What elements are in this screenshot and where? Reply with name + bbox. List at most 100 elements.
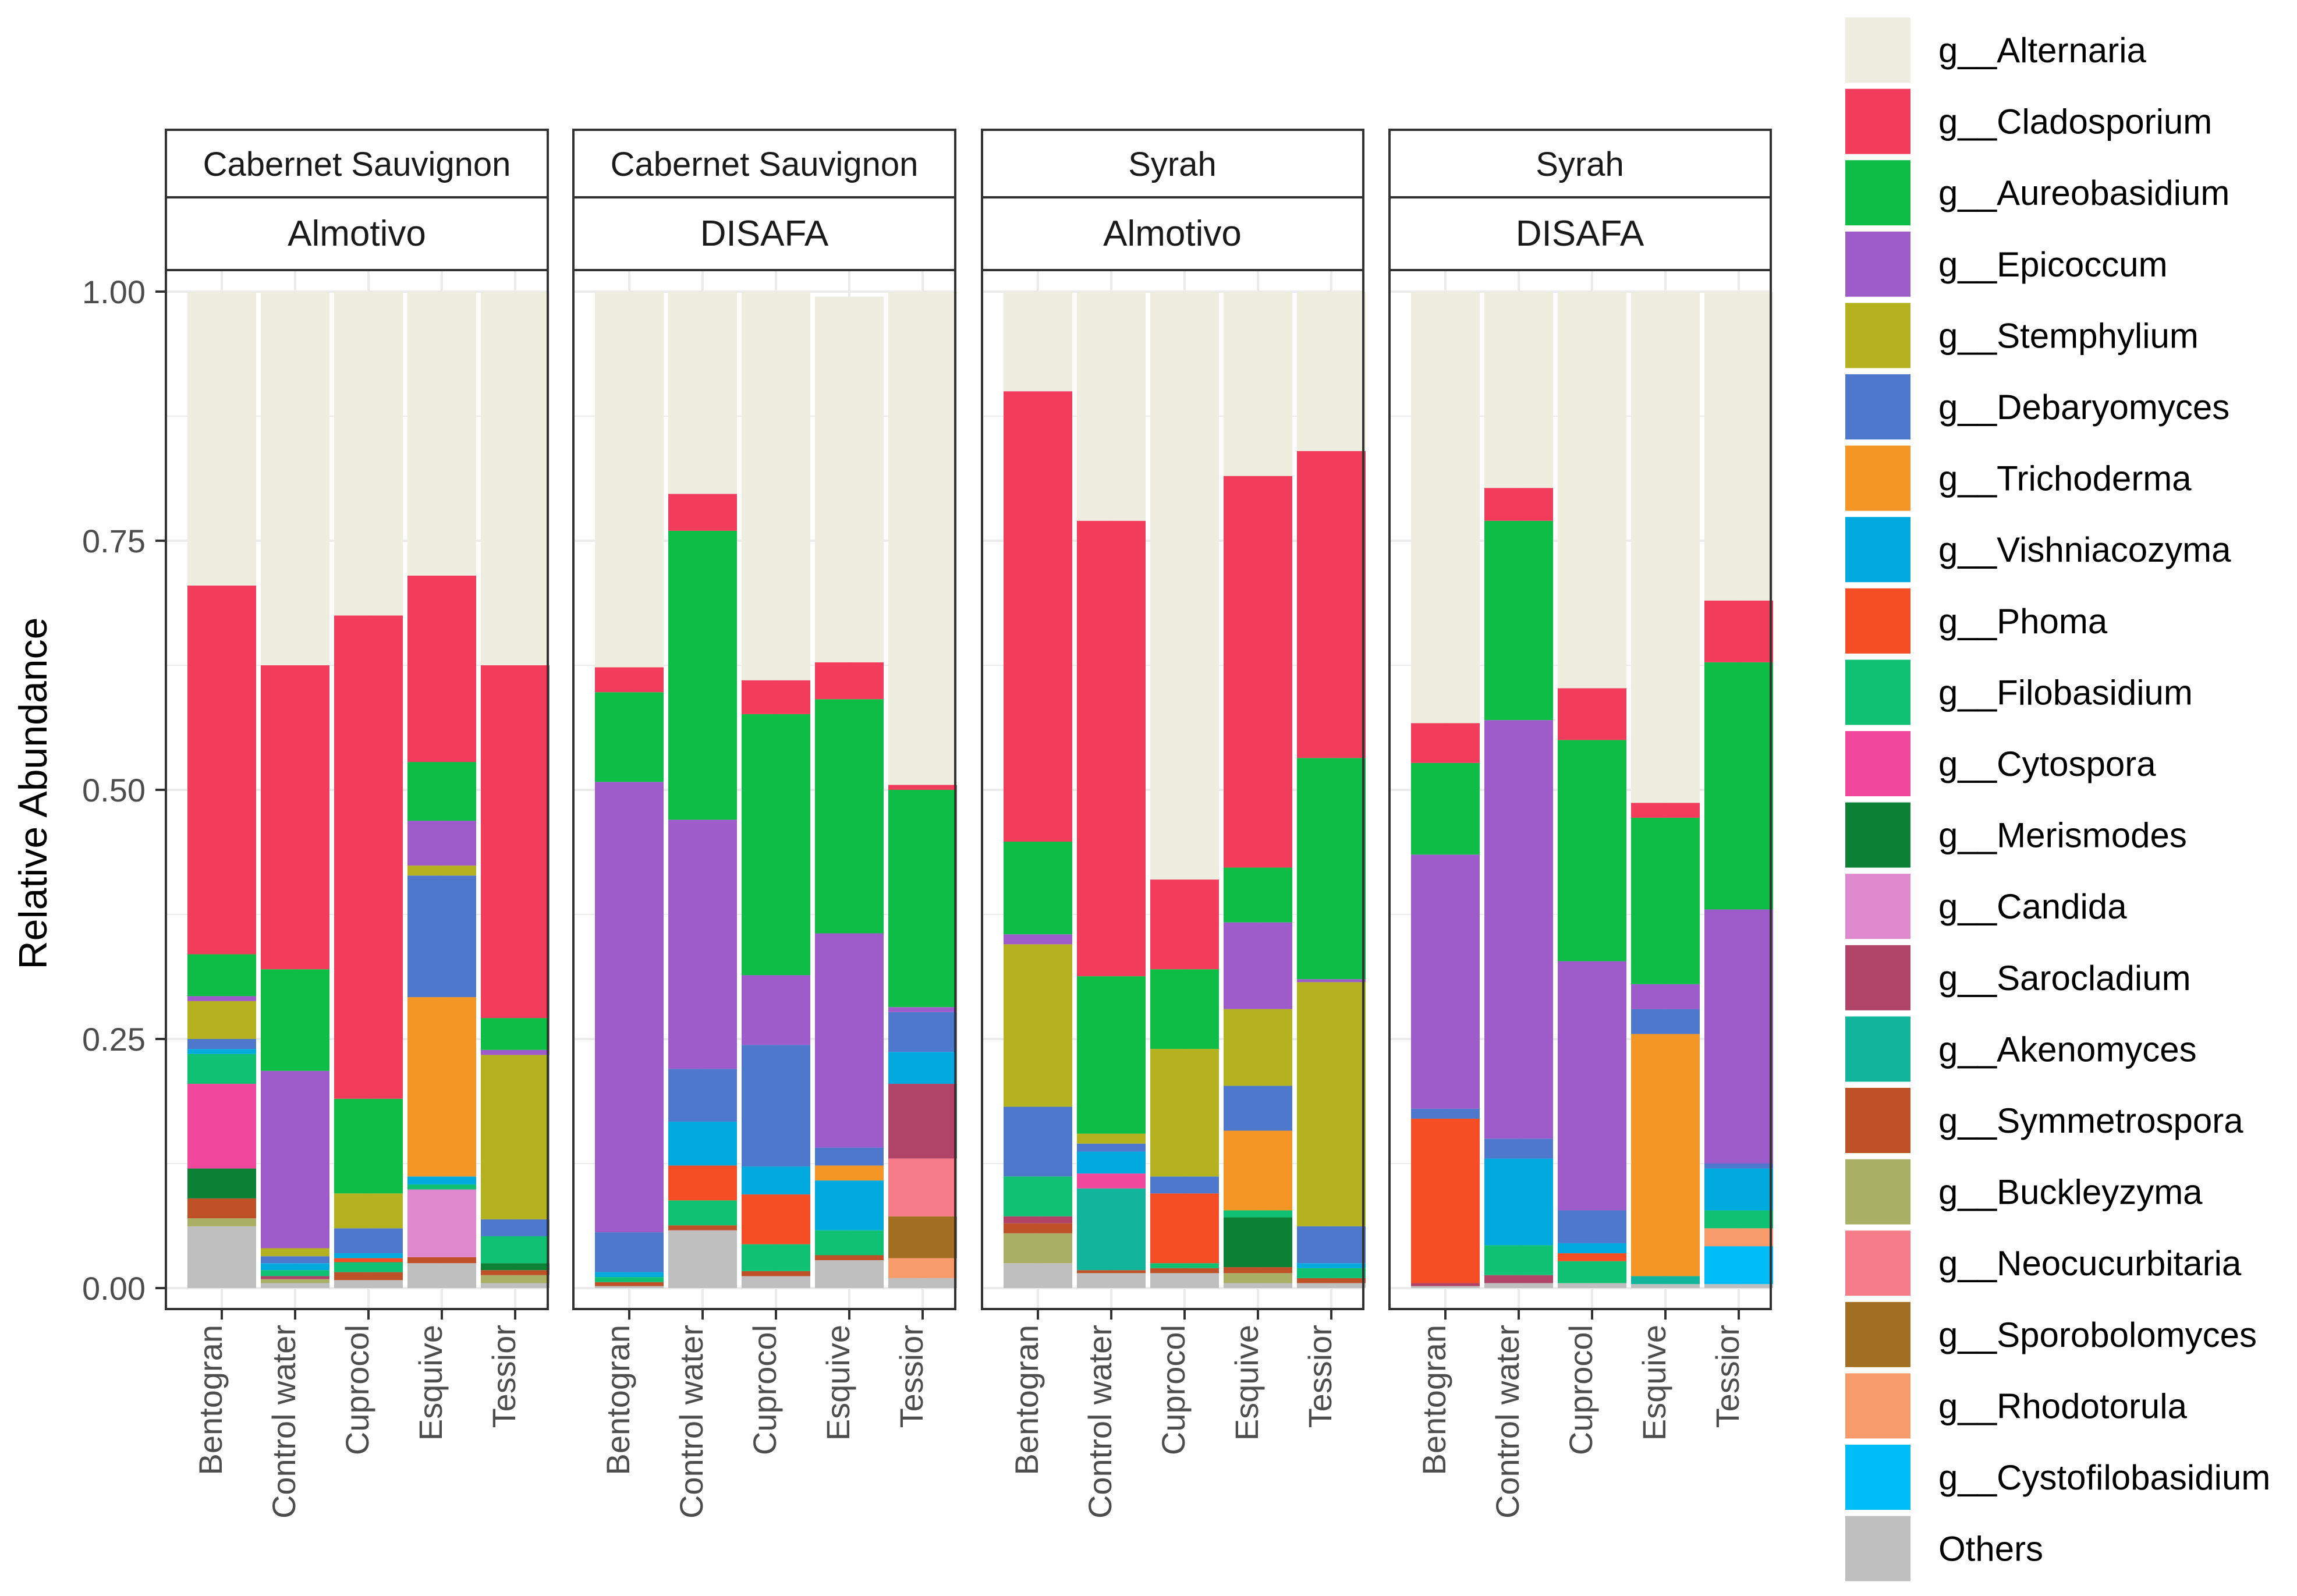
bar-segment — [1558, 1210, 1626, 1243]
x-tick-label: Cuprocol — [1155, 1325, 1192, 1455]
panel-bars — [595, 292, 957, 1288]
bar-segment — [1704, 1284, 1773, 1288]
legend-key — [1845, 1445, 1910, 1510]
bar-segment — [1224, 1210, 1292, 1218]
bar-segment — [187, 1054, 256, 1084]
x-tick-label: Esquive — [820, 1325, 856, 1441]
bar-segment — [595, 1286, 664, 1288]
bar-segment — [1484, 1245, 1553, 1275]
facet-strip-top — [1388, 129, 1772, 198]
bar-segment — [1077, 1151, 1146, 1174]
x-tick-label: Control water — [1082, 1325, 1118, 1519]
bar-segment — [668, 494, 737, 531]
bar-segment — [481, 665, 550, 1019]
bar-segment — [407, 292, 476, 576]
facet-strip-top — [165, 129, 549, 198]
bar-segment — [261, 1276, 329, 1279]
bar-segment — [1150, 969, 1219, 1049]
bar-segment — [1704, 662, 1773, 910]
bar-segment — [261, 1256, 329, 1264]
bar-segment — [595, 1282, 664, 1286]
legend-key — [1845, 17, 1910, 83]
bar-segment — [1484, 720, 1553, 1139]
bar-segment — [1150, 1193, 1219, 1264]
facet-strip-label-site: DISAFA — [700, 214, 829, 254]
bar-segment — [1224, 476, 1292, 868]
legend-item: g__Cladosporium — [1845, 88, 2212, 154]
bar-segment — [888, 1052, 957, 1084]
bar-segment — [481, 1055, 550, 1219]
bar-segment — [1411, 1118, 1480, 1283]
bar-segment — [888, 1084, 957, 1159]
bar-segment — [187, 1218, 256, 1226]
bar-segment — [595, 782, 664, 1233]
bar-segment — [1077, 292, 1146, 521]
bar-segment — [1297, 451, 1366, 758]
x-tick-label: Tessior — [893, 1325, 930, 1428]
bar-segment — [1484, 1275, 1553, 1283]
bar-segment — [481, 1270, 550, 1275]
bar-segment — [1558, 740, 1626, 962]
bar-segment — [1411, 854, 1480, 1109]
x-tick-label: Tessior — [1709, 1325, 1746, 1428]
bar-segment — [742, 1271, 810, 1276]
bar-segment — [1077, 1173, 1146, 1189]
legend-key — [1845, 1230, 1910, 1296]
bar-segment — [595, 692, 664, 782]
bar-segment — [1411, 1108, 1480, 1119]
legend-label: g__Buckleyzyma — [1938, 1173, 2203, 1212]
bar-segment — [1558, 1243, 1626, 1254]
legend-item: g__Aureobasidium — [1845, 160, 2229, 226]
bar-segment — [187, 1084, 256, 1169]
bar-segment — [1297, 758, 1366, 980]
facet-strip-label-site: DISAFA — [1516, 214, 1644, 254]
x-tick-label: Esquive — [412, 1325, 449, 1441]
bar-segment — [1704, 292, 1773, 601]
bar-segment — [888, 785, 957, 790]
y-axis-title: Relative Abundance — [11, 618, 55, 970]
stacked-bar — [1558, 292, 1626, 1288]
bar-segment — [888, 1158, 957, 1216]
bar-segment — [888, 1258, 957, 1278]
bar-segment — [1004, 1176, 1072, 1216]
bar-segment — [668, 1230, 737, 1288]
bar-segment — [187, 1001, 256, 1039]
stacked-bar — [595, 292, 664, 1288]
legend-label: g__Akenomyces — [1938, 1030, 2197, 1069]
bar-segment — [187, 1226, 256, 1288]
facet-panel: Cabernet Sauvignon DISAFA Bentogran Cont… — [572, 129, 957, 1519]
bar-segment — [407, 575, 476, 762]
bar-segment — [407, 997, 476, 1177]
stacked-bar — [481, 292, 550, 1288]
x-tick-label: Bentogran — [600, 1325, 636, 1475]
bar-segment — [888, 292, 957, 785]
bar-segment — [1224, 1273, 1292, 1283]
bar-segment — [187, 586, 256, 955]
bar-segment — [334, 615, 403, 1099]
legend-key — [1845, 659, 1910, 725]
legend-item: g__Epicoccum — [1845, 231, 2168, 297]
legend-key — [1845, 445, 1910, 511]
bar-segment — [1704, 600, 1773, 662]
stacked-bar — [1411, 292, 1480, 1288]
bar-segment — [815, 1230, 884, 1255]
legend-key — [1845, 802, 1910, 868]
bar-segment — [1704, 1246, 1773, 1285]
legend-key — [1845, 1516, 1910, 1581]
x-tick-label: Bentogran — [192, 1325, 229, 1475]
legend-key — [1845, 1016, 1910, 1082]
bar-segment — [187, 292, 256, 586]
facet-strip-bottom — [981, 196, 1364, 271]
bar-segment — [261, 1070, 329, 1249]
x-tick-label: Bentogran — [1416, 1325, 1452, 1475]
bar-segment — [668, 820, 737, 1069]
bar-segment — [1150, 879, 1219, 970]
bar-segment — [407, 1189, 476, 1257]
legend-label: g__Symmetrospora — [1938, 1101, 2243, 1140]
bar-segment — [742, 714, 810, 976]
bar-segment — [742, 1244, 810, 1271]
bar-segment — [187, 1039, 256, 1049]
bar-segment — [187, 1049, 256, 1054]
legend-label: g__Phoma — [1938, 602, 2108, 641]
legend-key — [1845, 517, 1910, 583]
